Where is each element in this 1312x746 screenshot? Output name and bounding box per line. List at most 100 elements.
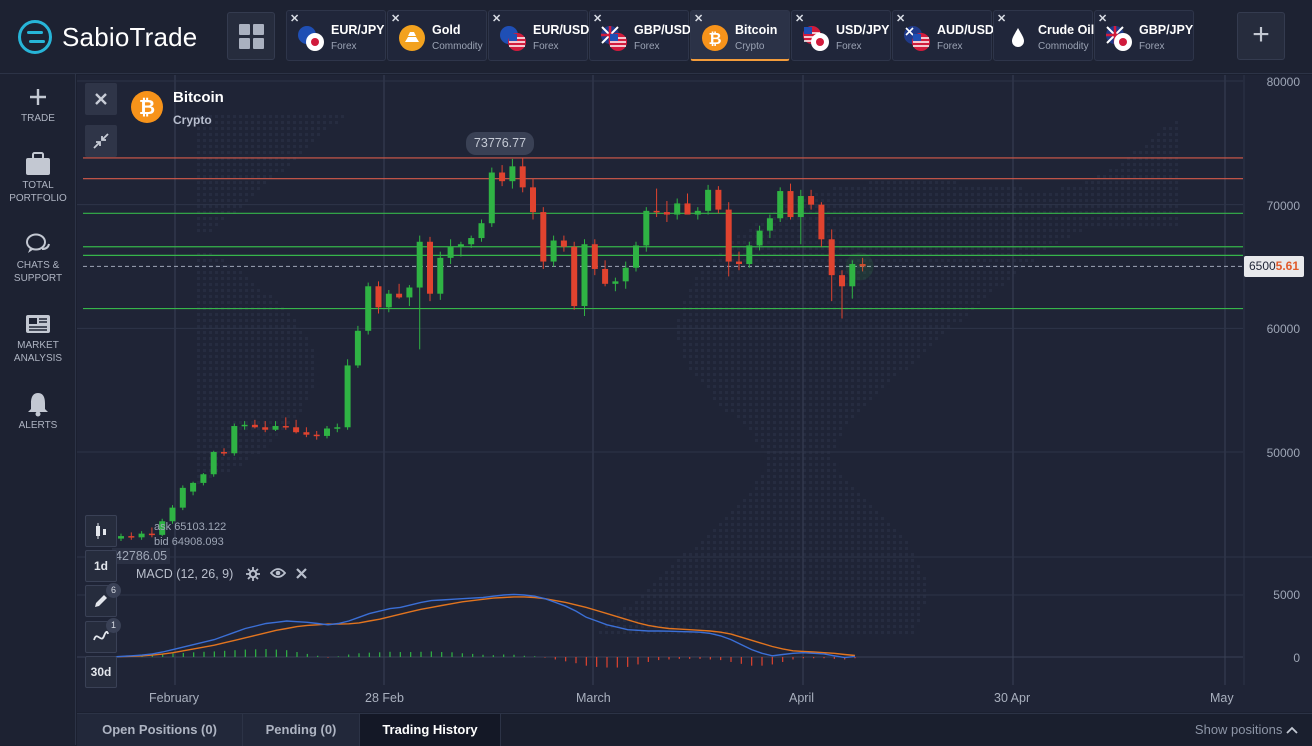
tab-gbp-usd[interactable]: ✕ GBP/USD Forex — [589, 10, 691, 61]
map-dot — [227, 283, 230, 286]
map-dot — [809, 445, 812, 448]
map-dot — [965, 229, 968, 232]
map-dot — [857, 259, 860, 262]
tab-crude-oil[interactable]: ✕ Crude Oil Commodity — [993, 10, 1094, 61]
map-dot — [887, 589, 890, 592]
map-dot — [947, 259, 950, 262]
map-dot — [761, 355, 764, 358]
tab-eur-usd[interactable]: ✕ EUR/USD Forex — [488, 10, 589, 61]
map-dot — [869, 241, 872, 244]
close-tab-icon[interactable]: ✕ — [795, 13, 805, 25]
close-tab-icon[interactable]: ✕ — [694, 13, 704, 25]
map-dot — [1043, 205, 1046, 208]
macd-visibility-button[interactable] — [269, 567, 287, 582]
close-tab-icon[interactable]: ✕ — [1098, 13, 1108, 25]
map-dot — [923, 235, 926, 238]
close-tab-icon[interactable]: ✕ — [290, 13, 300, 25]
map-dot — [209, 145, 212, 148]
map-dot — [875, 187, 878, 190]
sidebar-item-trade[interactable]: TRADE — [0, 82, 76, 125]
timeframe-button[interactable]: 30d — [85, 656, 117, 688]
map-dot — [323, 121, 326, 124]
close-tab-icon[interactable]: ✕ — [593, 13, 603, 25]
map-dot — [863, 271, 866, 274]
tab-usd-jpy[interactable]: ✕ USD/JPY Forex — [791, 10, 891, 61]
map-dot — [821, 247, 824, 250]
map-dot — [197, 211, 200, 214]
indicators-button[interactable] — [85, 621, 117, 653]
candle-body — [550, 240, 557, 262]
map-dot — [1061, 205, 1064, 208]
map-dot — [731, 361, 734, 364]
close-tab-icon[interactable]: ✕ — [896, 13, 906, 25]
map-dot — [869, 205, 872, 208]
macd-remove-button[interactable] — [296, 567, 307, 582]
map-dot — [767, 427, 770, 430]
close-tab-icon[interactable]: ✕ — [492, 13, 502, 25]
tab-aud-usd[interactable]: ✕ AUD/USD Forex — [892, 10, 994, 61]
tab-trading-history[interactable]: Trading History — [360, 714, 501, 746]
tab-bitcoin[interactable]: ✕ ₿ Bitcoin Crypto — [690, 10, 790, 61]
map-dot — [743, 583, 746, 586]
map-dot — [203, 457, 206, 460]
brand-logo[interactable]: SabioTrade — [18, 18, 197, 56]
map-dot — [1157, 211, 1160, 214]
map-dot — [815, 409, 818, 412]
macd-settings-button[interactable] — [246, 567, 260, 584]
close-tab-icon[interactable]: ✕ — [391, 13, 401, 25]
map-dot — [209, 415, 212, 418]
map-dot — [215, 325, 218, 328]
map-dot — [827, 241, 830, 244]
map-dot — [827, 457, 830, 460]
tab-gold[interactable]: ✕ Gold Commodity — [387, 10, 487, 61]
sidebar-item-chat[interactable]: CHATS & SUPPORT — [0, 229, 76, 285]
sidebar-item-market-analysis[interactable]: MARKET ANALYSIS — [0, 309, 76, 365]
map-dot — [821, 421, 824, 424]
map-dot — [845, 355, 848, 358]
interval-button[interactable]: 1d — [85, 550, 117, 582]
sidebar-item-alerts[interactable]: ALERTS — [0, 389, 76, 432]
close-chart-button[interactable] — [85, 83, 117, 115]
tab-eur-jpy[interactable]: ✕ EUR/JPY Forex — [286, 10, 386, 61]
map-dot — [857, 247, 860, 250]
map-dot — [923, 289, 926, 292]
tab-gbp-jpy[interactable]: ✕ GBP/JPY Forex — [1094, 10, 1194, 61]
tab-open-positions[interactable]: Open Positions (0) — [77, 714, 243, 746]
show-positions-toggle[interactable]: Show positions — [1195, 722, 1298, 737]
close-tab-icon[interactable]: ✕ — [997, 13, 1007, 25]
map-dot — [797, 289, 800, 292]
map-dot — [257, 319, 260, 322]
map-dot — [839, 229, 842, 232]
minimize-chart-button[interactable] — [85, 125, 117, 157]
map-dot — [785, 277, 788, 280]
candle-body — [138, 533, 145, 538]
map-dot — [1091, 199, 1094, 202]
map-dot — [269, 439, 272, 442]
map-dot — [1151, 205, 1154, 208]
map-dot — [227, 313, 230, 316]
map-dot — [281, 121, 284, 124]
add-tab-button[interactable]: + — [1237, 12, 1285, 60]
map-dot — [203, 121, 206, 124]
layout-grid-button[interactable] — [227, 12, 275, 60]
map-dot — [821, 295, 824, 298]
eu-jp-flags-icon — [298, 26, 324, 51]
map-dot — [257, 415, 260, 418]
map-dot — [791, 499, 794, 502]
map-dot — [809, 319, 812, 322]
map-dot — [899, 235, 902, 238]
map-dot — [959, 283, 962, 286]
map-dot — [995, 241, 998, 244]
map-dot — [221, 259, 224, 262]
map-dot — [965, 193, 968, 196]
map-dot — [827, 193, 830, 196]
map-dot — [257, 313, 260, 316]
tab-pending[interactable]: Pending (0) — [243, 714, 360, 746]
map-dot — [923, 199, 926, 202]
sidebar-item-portfolio[interactable]: TOTAL PORTFOLIO — [0, 149, 76, 205]
map-dot — [791, 247, 794, 250]
chart-type-button[interactable] — [85, 515, 117, 547]
chart-area[interactable] — [77, 75, 1312, 712]
price-chart[interactable] — [77, 75, 1312, 712]
map-dot — [995, 211, 998, 214]
